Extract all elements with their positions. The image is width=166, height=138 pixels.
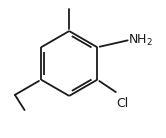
Text: F: F: [66, 0, 73, 1]
Text: Cl: Cl: [116, 97, 128, 110]
Text: NH$_2$: NH$_2$: [128, 33, 153, 48]
